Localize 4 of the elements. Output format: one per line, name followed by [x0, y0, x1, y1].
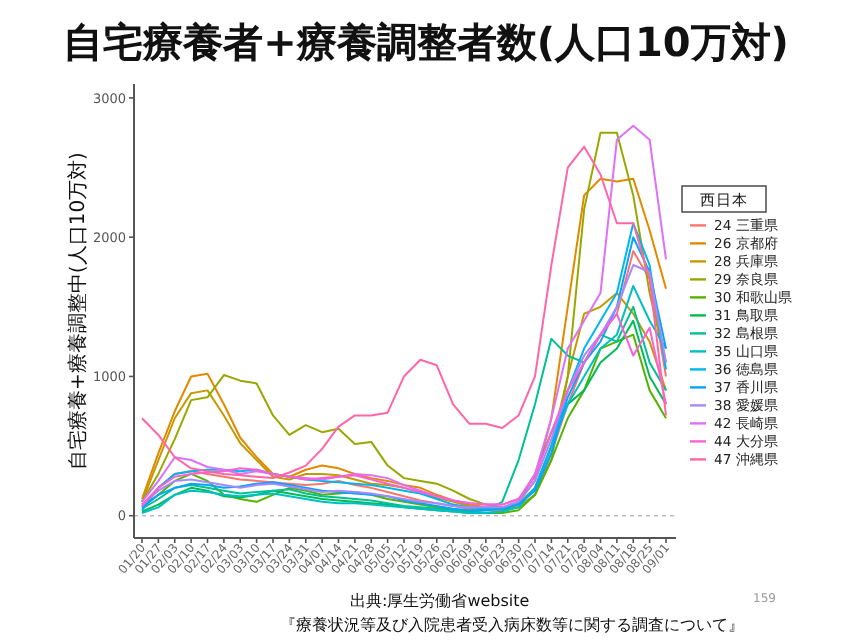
source-note: 出典:厚生労働省website	[350, 592, 530, 610]
chart-title: 自宅療養者+療養調整者数(人口10万対)	[63, 18, 789, 66]
text: 『療養状況等及び入院患者受入病床数等に関する調査について』	[280, 616, 744, 634]
y-axis-title: 自宅療養+療養調整中(人口10万対)	[66, 151, 90, 470]
